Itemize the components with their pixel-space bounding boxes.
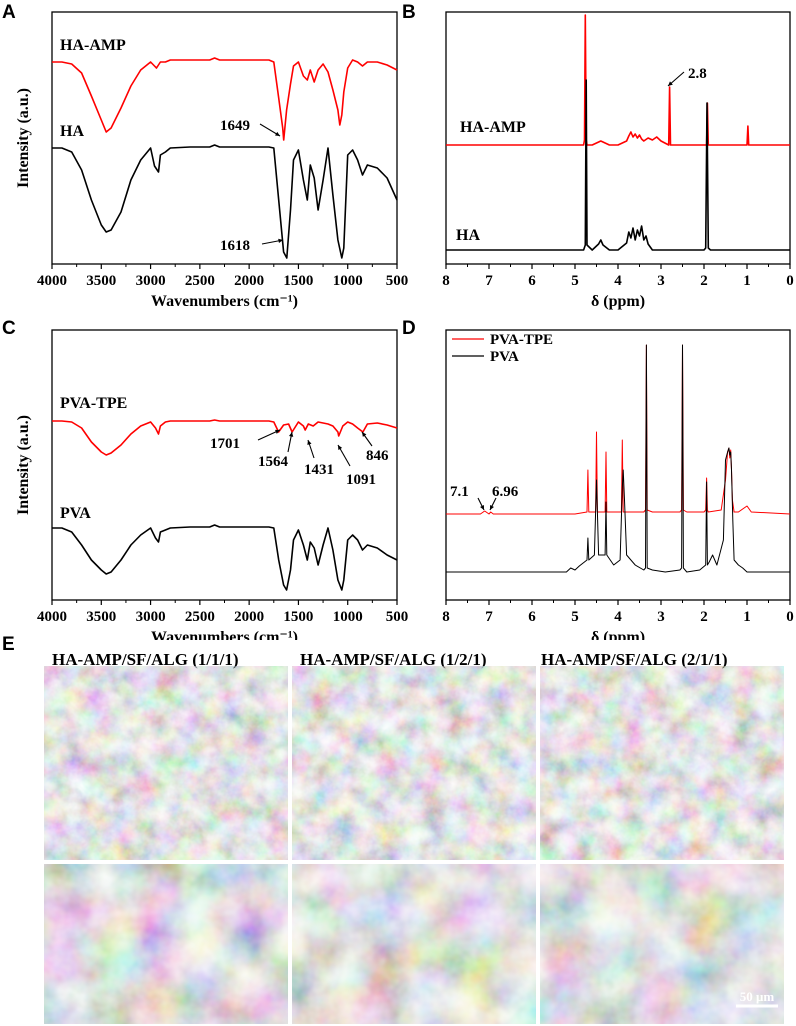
x-tick-label-D-6: 6	[528, 609, 536, 625]
peak-label-C-1431: 1431	[304, 462, 334, 478]
x-tick-label-A-500: 500	[386, 273, 409, 289]
x-tick-label-D-2: 2	[700, 609, 708, 625]
x-axis-label-B: δ (ppm)	[591, 293, 645, 310]
x-tick-label-A-1500: 1500	[283, 273, 313, 289]
series-label-C-pva-tpe: PVA-TPE	[60, 395, 127, 412]
plot-frame-B	[445, 11, 791, 265]
x-tick-label-B-6: 6	[528, 273, 536, 289]
x-tick-label-B-2: 2	[700, 273, 708, 289]
peak-arrowhead-B-2.8	[668, 81, 673, 86]
sem-title-2: HA-AMP/SF/ALG (1/2/1)	[300, 650, 487, 669]
peak-label-C-846: 846	[366, 448, 389, 464]
peak-arrowhead-C-846	[362, 432, 367, 437]
peak-arrowhead-C-1564	[288, 432, 294, 437]
x-tick-label-B-7: 7	[485, 273, 493, 289]
x-tick-label-B-5: 5	[571, 273, 579, 289]
peak-arrowhead-A-1649	[275, 131, 280, 136]
peak-arrowhead-C-1431	[307, 440, 312, 445]
series-line-A-ha	[52, 144, 398, 259]
peak-label-C-1701: 1701	[210, 436, 240, 452]
x-axis-label-D: δ (ppm)	[591, 629, 645, 640]
x-tick-label-D-1: 1	[743, 609, 751, 625]
x-tick-label-A-2000: 2000	[234, 273, 264, 289]
panel-letter-c: C	[2, 318, 16, 339]
series-label-B-ha: HA	[456, 227, 480, 244]
peak-label-D-6.96: 6.96	[492, 484, 519, 500]
x-tick-label-D-5: 5	[571, 609, 579, 625]
series-line-A-ha-amp	[52, 57, 398, 141]
series-label-A-ha-amp: HA-AMP	[60, 37, 126, 54]
peak-label-D-7.1: 7.1	[450, 484, 469, 500]
x-tick-label-C-1000: 1000	[333, 609, 363, 625]
peak-arrowhead-C-1091	[338, 445, 343, 450]
sem-title-1: HA-AMP/SF/ALG (1/1/1)	[52, 650, 239, 669]
peak-label-A-1618: 1618	[220, 238, 250, 254]
series-line-B-ha	[446, 79, 790, 251]
plot-frame-D	[445, 329, 791, 601]
peak-arrowhead-C-1701	[275, 429, 280, 434]
x-tick-label-B-0: 0	[786, 273, 794, 289]
panel-letter-b: B	[402, 2, 416, 23]
x-tick-label-A-4000: 4000	[37, 273, 67, 289]
x-tick-label-D-7: 7	[485, 609, 493, 625]
x-tick-label-C-4000: 4000	[37, 609, 67, 625]
peak-label-C-1564: 1564	[258, 454, 289, 470]
sem-image-2-2	[292, 864, 536, 1024]
sem-image-2-1	[44, 864, 288, 1024]
x-axis-label-A: Wavenumbers (cm⁻¹)	[151, 293, 298, 310]
x-tick-label-C-2000: 2000	[234, 609, 264, 625]
y-axis-label-A: Intensity (a.u.)	[15, 88, 32, 188]
series-label-A-ha: HA	[60, 123, 84, 140]
x-tick-label-A-2500: 2500	[185, 273, 215, 289]
sem-image-2-3	[540, 864, 784, 1024]
series-line-B-ha-amp	[446, 14, 790, 146]
x-tick-label-B-1: 1	[743, 273, 751, 289]
sem-title-3: HA-AMP/SF/ALG (2/1/1)	[541, 650, 728, 669]
peak-label-A-1649: 1649	[220, 118, 250, 134]
x-tick-label-A-1000: 1000	[333, 273, 363, 289]
sem-image-grid: 50 μm	[44, 666, 784, 1024]
sem-image-1-2	[292, 666, 536, 860]
x-tick-label-D-8: 8	[442, 609, 450, 625]
x-axis-label-C: Wavenumbers (cm⁻¹)	[151, 629, 298, 640]
x-tick-label-D-0: 0	[786, 609, 794, 625]
sem-image-1-3	[540, 666, 784, 860]
peak-label-C-1091: 1091	[346, 472, 376, 488]
series-label-B-ha-amp: HA-AMP	[460, 119, 526, 136]
x-tick-label-B-3: 3	[657, 273, 665, 289]
sem-image-1-1	[44, 666, 288, 860]
scale-bar-label: 50 μm	[740, 989, 775, 1004]
x-tick-label-B-8: 8	[442, 273, 450, 289]
spectra-charts: 4000 3500 3000 2500 2000 1500 1000 500Wavenumbe…	[15, 11, 794, 640]
x-tick-label-A-3000: 3000	[136, 273, 166, 289]
legend-label-pva: PVA	[490, 349, 519, 365]
x-tick-label-C-500: 500	[386, 609, 409, 625]
series-line-C-pva	[52, 524, 398, 591]
series-line-C-pva-tpe	[52, 419, 398, 456]
x-tick-label-A-3500: 3500	[86, 273, 116, 289]
legend-label-pva-tpe: PVA-TPE	[490, 332, 553, 348]
peak-arrowhead-D-7.1	[480, 505, 484, 510]
x-tick-label-D-3: 3	[657, 609, 665, 625]
panel-letter-e: E	[2, 634, 15, 655]
peak-arrowhead-A-1618	[278, 238, 283, 243]
x-tick-label-B-4: 4	[614, 273, 622, 289]
series-line-D-pva-tpe	[446, 344, 791, 515]
x-tick-label-C-2500: 2500	[185, 609, 215, 625]
series-label-C-pva: PVA	[60, 505, 91, 522]
panel-letter-d: D	[402, 318, 416, 339]
x-tick-label-C-3000: 3000	[136, 609, 166, 625]
peak-label-B-2.8: 2.8	[688, 66, 707, 82]
y-axis-label-C: Intensity (a.u.)	[15, 415, 32, 515]
series-line-D-pva	[446, 344, 790, 573]
x-tick-label-C-3500: 3500	[86, 609, 116, 625]
panel-letter-a: A	[2, 2, 16, 23]
x-tick-label-D-4: 4	[614, 609, 622, 625]
x-tick-label-C-1500: 1500	[283, 609, 313, 625]
peak-arrowhead-D-6.96	[490, 505, 494, 510]
